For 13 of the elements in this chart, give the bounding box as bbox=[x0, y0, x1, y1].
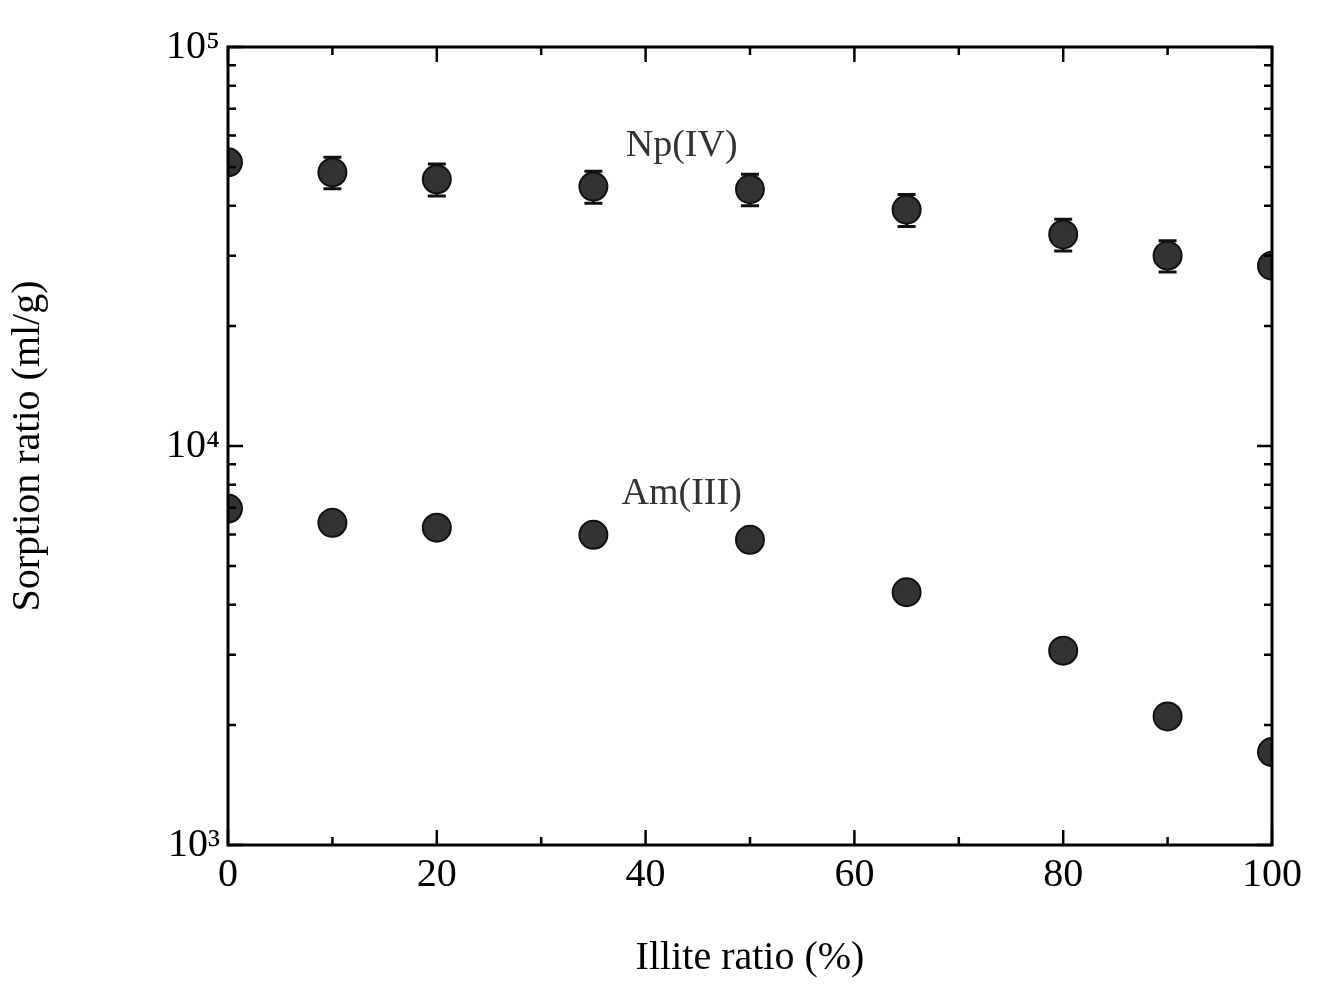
x-tick-label: 80 bbox=[1043, 849, 1084, 895]
x-tick-label: 20 bbox=[416, 849, 457, 895]
y-tick-label: 10⁴ bbox=[166, 420, 220, 466]
series-label: Np(IV) bbox=[625, 121, 738, 165]
x-axis-title: Illite ratio (%) bbox=[635, 932, 865, 978]
y-axis-title: Sorption ratio (ml/g) bbox=[2, 280, 48, 612]
y-tick-label: 10³ bbox=[168, 819, 220, 865]
x-tick-label: 60 bbox=[834, 849, 875, 895]
y-tick-label: 10⁵ bbox=[166, 21, 220, 67]
x-tick-label: 40 bbox=[625, 849, 666, 895]
x-tick-label: 100 bbox=[1242, 849, 1302, 895]
series-label: Am(III) bbox=[621, 469, 742, 513]
x-tick-label: 0 bbox=[218, 849, 238, 895]
